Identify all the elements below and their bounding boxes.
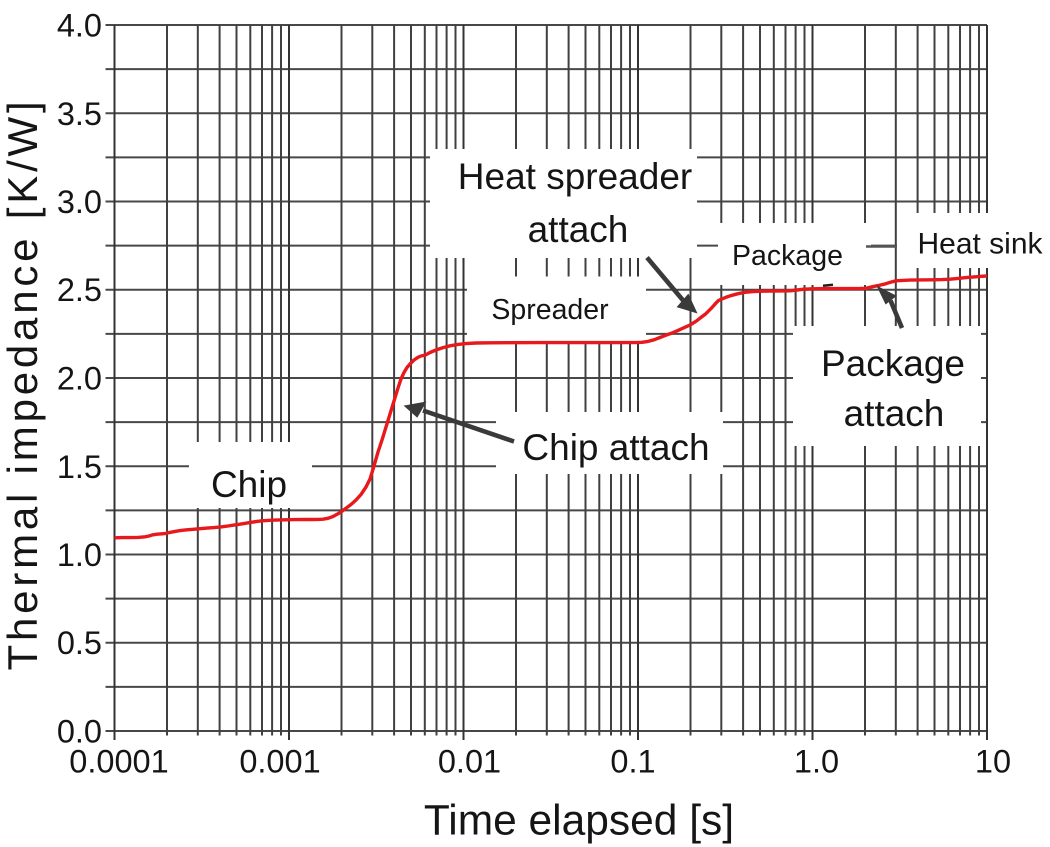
svg-text:1.0: 1.0 — [57, 537, 102, 573]
svg-text:Spreader: Spreader — [491, 294, 609, 326]
svg-text:Heat spreader: Heat spreader — [458, 156, 692, 197]
svg-text:0.0: 0.0 — [57, 714, 102, 750]
svg-text:Thermal impedance [K/W]: Thermal impedance [K/W] — [0, 98, 46, 671]
svg-text:attach: attach — [528, 209, 629, 250]
svg-text:2.0: 2.0 — [57, 361, 102, 397]
svg-text:2.5: 2.5 — [57, 272, 102, 308]
svg-text:0.0001: 0.0001 — [69, 744, 168, 780]
svg-text:Chip: Chip — [211, 464, 287, 505]
svg-text:0.01: 0.01 — [438, 744, 501, 780]
svg-text:Package: Package — [821, 343, 965, 384]
svg-text:1.0: 1.0 — [794, 744, 839, 780]
svg-text:4.0: 4.0 — [57, 8, 102, 44]
svg-text:Heat sink: Heat sink — [917, 228, 1043, 261]
svg-text:3.0: 3.0 — [57, 184, 102, 220]
svg-text:0.5: 0.5 — [57, 625, 102, 661]
svg-text:0.001: 0.001 — [239, 744, 320, 780]
svg-text:Chip attach: Chip attach — [522, 427, 709, 468]
svg-text:10: 10 — [975, 744, 1011, 780]
svg-text:attach: attach — [844, 393, 945, 434]
svg-text:1.5: 1.5 — [57, 449, 102, 485]
svg-text:3.5: 3.5 — [57, 96, 102, 132]
svg-text:Time elapsed [s]: Time elapsed [s] — [424, 798, 734, 845]
svg-text:0.1: 0.1 — [610, 744, 655, 780]
svg-text:Package: Package — [732, 240, 843, 272]
